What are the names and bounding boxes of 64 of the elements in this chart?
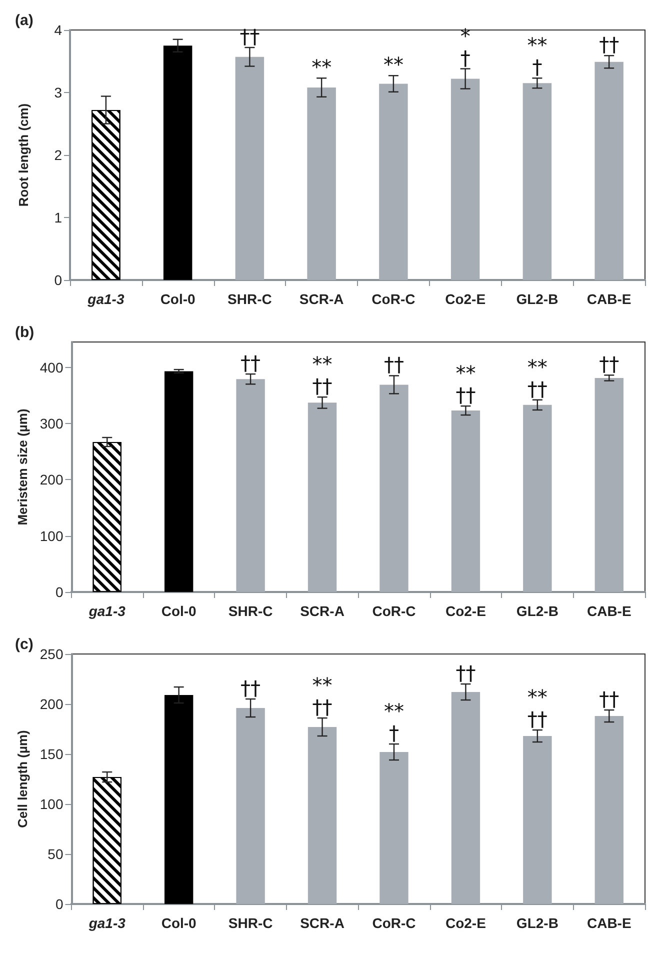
chart-title: (b) <box>15 324 34 341</box>
y-tick-label: 50 <box>48 846 64 862</box>
annotation: †† <box>599 32 620 57</box>
x-tick-label: CoR-C <box>372 291 416 307</box>
annotation: ** †† <box>456 361 476 408</box>
y-axis-title: Root length (cm) <box>16 103 31 207</box>
chart-title: (a) <box>15 12 34 29</box>
annotation: †† <box>456 661 476 685</box>
x-tick-label: SHR-C <box>228 291 272 307</box>
y-tick-label: 0 <box>54 272 62 288</box>
x-tick-label: SHR-C <box>228 603 273 619</box>
y-tick-label: 4 <box>54 22 62 38</box>
x-tick-label: CoR-C <box>372 603 416 619</box>
annotation: †† <box>240 351 261 376</box>
x-tick-label: Co2-E <box>445 603 486 619</box>
y-tick-label: 200 <box>40 696 64 712</box>
x-tick-label: SCR-A <box>299 291 344 307</box>
y-tick-label: 400 <box>40 359 64 376</box>
annotation: * † <box>460 24 470 70</box>
y-axis-title: Cell length (µm) <box>15 730 30 828</box>
x-tick-label: CAB-E <box>586 603 632 619</box>
y-tick-label: 100 <box>40 528 64 544</box>
annotation: ** †† <box>312 352 332 398</box>
x-tick-label: Col-0 <box>161 603 197 619</box>
x-tick-label: Col-0 <box>161 915 197 931</box>
annotation: ** † <box>384 699 404 745</box>
annotation: ** † <box>527 33 548 80</box>
y-tick-label: 200 <box>40 472 64 488</box>
y-axis-title: Meristem size (µm) <box>15 408 30 526</box>
annotation: †† <box>599 352 620 376</box>
y-tick-label: 0 <box>55 896 64 912</box>
y-tick-label: 3 <box>54 84 62 100</box>
y-tick-label: 100 <box>40 796 64 812</box>
x-tick-label: Col-0 <box>160 291 196 307</box>
x-tick-label: CAB-E <box>586 915 632 931</box>
x-tick-label: CoR-C <box>372 915 416 931</box>
x-tick-label: SHR-C <box>228 915 273 931</box>
x-tick-label: GL2-B <box>516 915 558 931</box>
x-tick-label: CAB-E <box>586 291 632 307</box>
annotation: ** †† <box>527 354 548 401</box>
x-tick-label: Co2-E <box>445 291 486 307</box>
x-tick-label: ga1-3 <box>86 291 124 307</box>
annotation: †† <box>240 24 260 48</box>
y-tick-label: 2 <box>54 147 62 163</box>
x-tick-label: GL2-B <box>516 603 558 619</box>
y-tick-label: 0 <box>55 584 64 600</box>
chart-title: (c) <box>15 636 34 653</box>
y-tick-label: 250 <box>40 646 64 662</box>
annotation: ** †† <box>312 673 332 719</box>
x-tick-label: SCR-A <box>300 915 344 931</box>
annotation: †† <box>384 352 404 377</box>
x-tick-label: SCR-A <box>300 603 344 619</box>
y-tick-label: 150 <box>40 746 64 762</box>
x-tick-label: ga1-3 <box>88 603 126 619</box>
annotation: ** †† <box>527 685 548 731</box>
annotation: ** <box>312 55 332 80</box>
x-tick-label: GL2-B <box>516 291 558 307</box>
y-tick-label: 300 <box>40 415 64 432</box>
annotation: †† <box>599 687 620 711</box>
annotation: ** <box>383 52 404 77</box>
x-tick-label: Co2-E <box>445 915 486 931</box>
annotation: †† <box>240 676 261 700</box>
x-tick-label: ga1-3 <box>88 915 126 931</box>
y-tick-label: 1 <box>54 210 62 226</box>
